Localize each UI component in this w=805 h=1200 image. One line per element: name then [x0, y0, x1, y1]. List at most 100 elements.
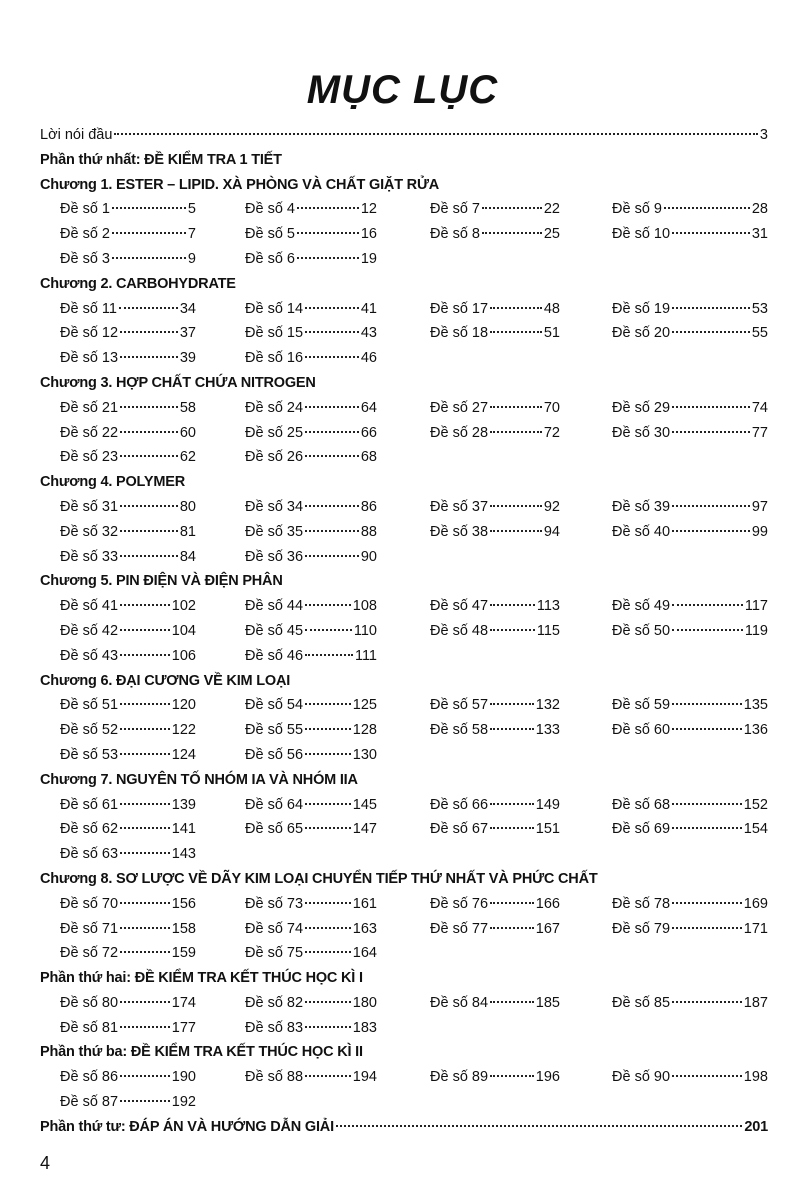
entry-page: 43 — [360, 325, 377, 342]
entry-label: Đề số 42 — [60, 622, 119, 639]
entry-label: Đề số 50 — [612, 622, 671, 639]
entry-page: 110 — [353, 622, 377, 639]
dot-leader — [118, 306, 178, 309]
entry-page: 183 — [352, 1019, 377, 1036]
entry-label: Đề số 31 — [60, 498, 119, 515]
entry-page: 66 — [360, 424, 377, 441]
section-heading: Chương 8. SƠ LƯỢC VỀ DÃY KIM LOẠI CHUYỂN… — [40, 870, 598, 887]
entry-label: Đề số 70 — [60, 895, 119, 912]
entry-page: 171 — [743, 920, 768, 937]
entry-label: Đề số 52 — [60, 722, 119, 739]
dot-leader — [672, 405, 750, 408]
entry-label: Đề số 77 — [430, 920, 489, 937]
entry-label: Đề số 54 — [245, 697, 304, 714]
section-heading: Phần thứ hai: ĐỀ KIỂM TRA KẾT THÚC HỌC K… — [40, 970, 363, 987]
entry-page: 60 — [179, 424, 196, 441]
entry-page: 122 — [171, 722, 196, 739]
entry-page: 72 — [543, 424, 560, 441]
entry-page: 161 — [352, 895, 377, 912]
entry-label: Đề số 80 — [60, 994, 119, 1011]
entry-label: Đề số 26 — [245, 449, 304, 466]
dot-leader — [672, 1000, 742, 1003]
toc-entry: Đề số 18 51 — [430, 321, 560, 346]
toc-entry: Đề số 5 16 — [245, 222, 377, 247]
entry-label: Đề số 47 — [430, 598, 489, 615]
entry-page: 192 — [171, 1094, 196, 1111]
dot-leader — [120, 703, 170, 706]
toc-entry: Đề số 44 108 — [245, 594, 377, 619]
toc-entry: Đề số 62 141 — [60, 817, 196, 842]
dot-leader — [490, 827, 534, 830]
dot-leader — [305, 554, 359, 557]
entry-page: 119 — [744, 622, 768, 639]
entry-page: 163 — [352, 920, 377, 937]
entry-label: Đề số 40 — [612, 523, 671, 540]
toc-entry: Đề số 66 149 — [430, 793, 560, 818]
entry-row: Đề số 43 106 Đề số 46 111 — [40, 644, 768, 669]
dot-leader — [120, 926, 170, 929]
entry-label: Đề số 49 — [612, 598, 671, 615]
dot-leader — [305, 827, 351, 830]
dot-leader — [305, 1000, 351, 1003]
entry-page: 55 — [751, 325, 768, 342]
dot-leader — [672, 901, 742, 904]
entry-page: 70 — [543, 399, 560, 416]
entry-label: Đề số 45 — [245, 622, 304, 639]
entry-label: Đề số 11 — [60, 300, 117, 317]
entry-label: Đề số 75 — [245, 945, 304, 962]
dot-leader — [490, 1075, 534, 1078]
dot-leader — [305, 405, 359, 408]
entry-label: Đề số 56 — [245, 746, 304, 763]
entry-row: Đề số 11 34 Đề số 14 41 Đề số 17 48 Đề số 19 53 — [40, 297, 768, 322]
entry-page: 117 — [744, 598, 768, 615]
toc-entry: Đề số 54 125 — [245, 693, 377, 718]
toc-entry: Đề số 17 48 — [430, 297, 560, 322]
toc-entry: Đề số 40 99 — [612, 520, 768, 545]
entry-row: Đề số 21 58 Đề số 24 64 Đề số 27 70 Đề số 29 74 — [40, 396, 768, 421]
dot-leader — [672, 628, 743, 631]
toc-line: Lời nói đầu 3 — [40, 123, 768, 148]
dot-leader — [296, 256, 359, 259]
toc-entry: Đề số 56 130 — [245, 743, 377, 768]
entry-label: Đề số 1 — [60, 201, 110, 218]
section-heading: Chương 1. ESTER – LIPID. XÀ PHÒNG VÀ CHẤ… — [40, 176, 440, 193]
section-heading: Chương 7. NGUYÊN TỐ NHÓM IA VÀ NHÓM IIA — [40, 771, 358, 788]
entry-label: Đề số 89 — [430, 1069, 489, 1086]
toc-entry: Đề số 59 135 — [612, 693, 768, 718]
entry-label: Đề số 72 — [60, 945, 119, 962]
toc-entry: Đề số 37 92 — [430, 495, 560, 520]
entry-row: Đề số 52 122 Đề số 55 128 Đề số 58 133 Đề số 6… — [40, 718, 768, 743]
entry-page: 3 — [759, 127, 768, 143]
entry-page: 164 — [352, 945, 377, 962]
toc-entry: Đề số 3 9 — [60, 247, 196, 272]
dot-leader — [120, 1100, 170, 1103]
dot-leader — [120, 455, 178, 458]
entry-label: Đề số 66 — [430, 796, 489, 813]
dot-leader — [490, 504, 542, 507]
dot-leader — [114, 133, 758, 135]
entry-label: Đề số 36 — [245, 548, 304, 565]
toc-entry: Đề số 83 183 — [245, 1016, 377, 1041]
entry-label: Đề số 88 — [245, 1069, 304, 1086]
entry-page: 151 — [535, 821, 560, 838]
entry-label: Đề số 59 — [612, 697, 671, 714]
entry-page: 187 — [743, 994, 768, 1011]
entry-row: Đề số 3 9 Đề số 6 19 — [40, 247, 768, 272]
dot-leader — [120, 430, 178, 433]
toc-entry: Đề số 85 187 — [612, 991, 768, 1016]
toc-entry: Đề số 28 72 — [430, 421, 560, 446]
entry-label: Lời nói đầu — [40, 127, 113, 143]
dot-leader — [490, 405, 542, 408]
entry-page: 51 — [543, 325, 560, 342]
entry-page: 145 — [352, 796, 377, 813]
entry-label: Đề số 39 — [612, 498, 671, 515]
toc-entry: Đề số 81 177 — [60, 1016, 196, 1041]
dot-leader — [672, 802, 742, 805]
entry-row: Đề số 71 158 Đề số 74 163 Đề số 77 167 Đề số 7… — [40, 917, 768, 942]
toc-entry: Đề số 80 174 — [60, 991, 196, 1016]
toc-entry: Đề số 4 12 — [245, 197, 377, 222]
section-heading: Chương 3. HỢP CHẤT CHỨA NITROGEN — [40, 374, 316, 391]
entry-page: 74 — [751, 399, 768, 416]
toc-entry: Đề số 35 88 — [245, 520, 377, 545]
entry-row: Đề số 2 7 Đề số 5 16 Đề số 8 25 Đề số 10 31 — [40, 222, 768, 247]
